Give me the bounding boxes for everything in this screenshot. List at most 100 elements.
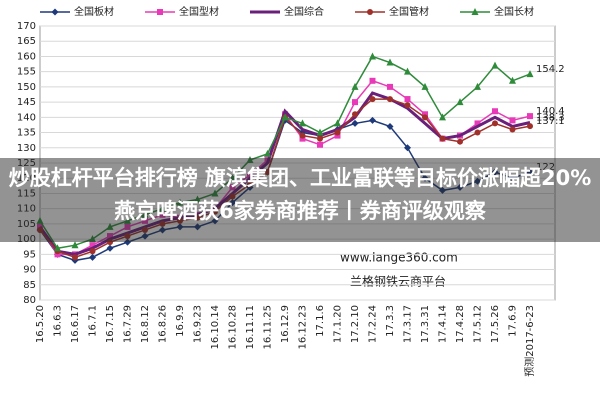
x-tick-label: 17.5.12 bbox=[473, 305, 484, 343]
y-tick-label: 150 bbox=[17, 82, 36, 93]
x-tick-label: 17.4.28 bbox=[455, 305, 466, 343]
legend-label: 全国综合 bbox=[284, 5, 324, 18]
point bbox=[369, 96, 376, 103]
legend-label: 全国板材 bbox=[74, 5, 114, 18]
x-tick-label: 17.1.20 bbox=[333, 305, 344, 343]
y-tick-label: 170 bbox=[17, 21, 36, 32]
data-label: 137.1 bbox=[536, 116, 565, 127]
point bbox=[299, 135, 306, 142]
x-tick-label: 17.4.14 bbox=[438, 305, 449, 343]
x-tick-label: 16.6.17 bbox=[70, 305, 81, 343]
x-tick-label: 17.3.3 bbox=[385, 305, 396, 337]
point bbox=[509, 117, 516, 124]
x-tick-label: 16.9.23 bbox=[193, 305, 204, 343]
point bbox=[352, 99, 358, 106]
point bbox=[439, 113, 446, 121]
point bbox=[422, 111, 428, 118]
point bbox=[509, 126, 516, 133]
point bbox=[527, 113, 533, 120]
x-tick-label: 16.11.11 bbox=[245, 305, 256, 350]
legend-marker bbox=[471, 8, 479, 15]
point bbox=[106, 244, 114, 252]
y-tick-label: 160 bbox=[17, 51, 36, 62]
overlay-banner: 炒股杠杆平台排行榜 旗滨集团、工业富联等目标价涨幅超20% 燕京啤酒获6家券商推… bbox=[0, 158, 600, 242]
point bbox=[387, 96, 393, 103]
point bbox=[404, 102, 411, 109]
point bbox=[386, 122, 394, 130]
data-label: 140.4 bbox=[536, 106, 565, 117]
point bbox=[404, 67, 411, 75]
y-tick-label: 80 bbox=[23, 295, 36, 306]
point bbox=[334, 119, 341, 127]
point bbox=[404, 96, 411, 103]
x-tick-label: 16.12.9 bbox=[280, 305, 291, 343]
x-tick-label: 16.10.28 bbox=[228, 305, 239, 350]
x-tick-label: 17.2.24 bbox=[368, 305, 379, 343]
point bbox=[474, 129, 481, 136]
x-tick-label: 16.8.26 bbox=[158, 305, 169, 343]
x-tick-label: 17.1.6 bbox=[315, 305, 326, 337]
legend-label: 全国型材 bbox=[179, 5, 219, 18]
point bbox=[54, 251, 61, 258]
x-tick-label: 16.9.9 bbox=[175, 305, 186, 337]
overlay-text: 炒股杠杆平台排行榜 旗滨集团、工业富联等目标价涨幅超20% 燕京啤酒获6家券商推… bbox=[8, 166, 592, 223]
x-tick-label: 16.7.15 bbox=[105, 305, 116, 343]
watermark: www.lange360.com bbox=[340, 251, 458, 265]
point bbox=[351, 82, 359, 90]
x-tick-label: 16.7.1 bbox=[88, 305, 99, 337]
data-label: 154.2 bbox=[536, 64, 565, 75]
point bbox=[334, 129, 341, 136]
y-tick-label: 130 bbox=[17, 143, 36, 154]
y-tick-label: 135 bbox=[17, 128, 36, 139]
point bbox=[317, 141, 323, 148]
point bbox=[421, 82, 429, 90]
point bbox=[422, 114, 428, 121]
x-tick-label: 17.3.17 bbox=[403, 305, 414, 343]
point bbox=[72, 254, 78, 261]
point bbox=[387, 83, 393, 90]
point bbox=[404, 144, 411, 152]
x-tick-label: 16.7.29 bbox=[123, 305, 134, 343]
legend-label: 全国管材 bbox=[389, 5, 429, 18]
point bbox=[54, 244, 61, 252]
point bbox=[369, 77, 376, 84]
point bbox=[474, 82, 481, 90]
point bbox=[386, 58, 394, 66]
watermark: 兰格钢铁云商平台 bbox=[350, 274, 446, 289]
legend-marker bbox=[367, 9, 373, 15]
legend-label: 全国长材 bbox=[494, 5, 534, 18]
point bbox=[526, 70, 534, 78]
point bbox=[281, 113, 289, 121]
y-tick-label: 140 bbox=[17, 112, 36, 123]
point bbox=[369, 52, 376, 60]
legend-marker bbox=[157, 9, 163, 15]
x-tick-label: 16.12.23 bbox=[298, 305, 309, 350]
y-tick-label: 85 bbox=[23, 280, 36, 291]
point bbox=[352, 111, 358, 118]
x-tick-label: 16.10.14 bbox=[210, 305, 221, 350]
legend-marker bbox=[51, 8, 59, 16]
x-tick-label: 16.6.3 bbox=[53, 305, 64, 337]
point bbox=[89, 242, 96, 249]
x-tick-label: 预测2017-6-23 bbox=[523, 305, 536, 377]
point bbox=[334, 132, 341, 139]
point bbox=[509, 76, 516, 84]
x-tick-label: 16.5.20 bbox=[35, 305, 46, 343]
point bbox=[316, 128, 324, 136]
point bbox=[89, 248, 96, 255]
point bbox=[71, 241, 79, 249]
x-tick-label: 17.3.31 bbox=[420, 305, 431, 343]
point bbox=[492, 108, 498, 115]
x-tick-label: 17.6.9 bbox=[508, 305, 519, 337]
y-tick-label: 90 bbox=[23, 265, 36, 276]
y-tick-label: 155 bbox=[17, 67, 36, 78]
y-tick-label: 165 bbox=[17, 36, 36, 47]
point bbox=[89, 253, 96, 261]
point bbox=[492, 120, 498, 127]
point bbox=[351, 119, 359, 127]
x-tick-label: 17.2.10 bbox=[350, 305, 361, 343]
x-tick-label: 16.11.25 bbox=[263, 305, 274, 350]
point bbox=[474, 120, 481, 127]
x-tick-label: 16.8.12 bbox=[140, 305, 151, 343]
